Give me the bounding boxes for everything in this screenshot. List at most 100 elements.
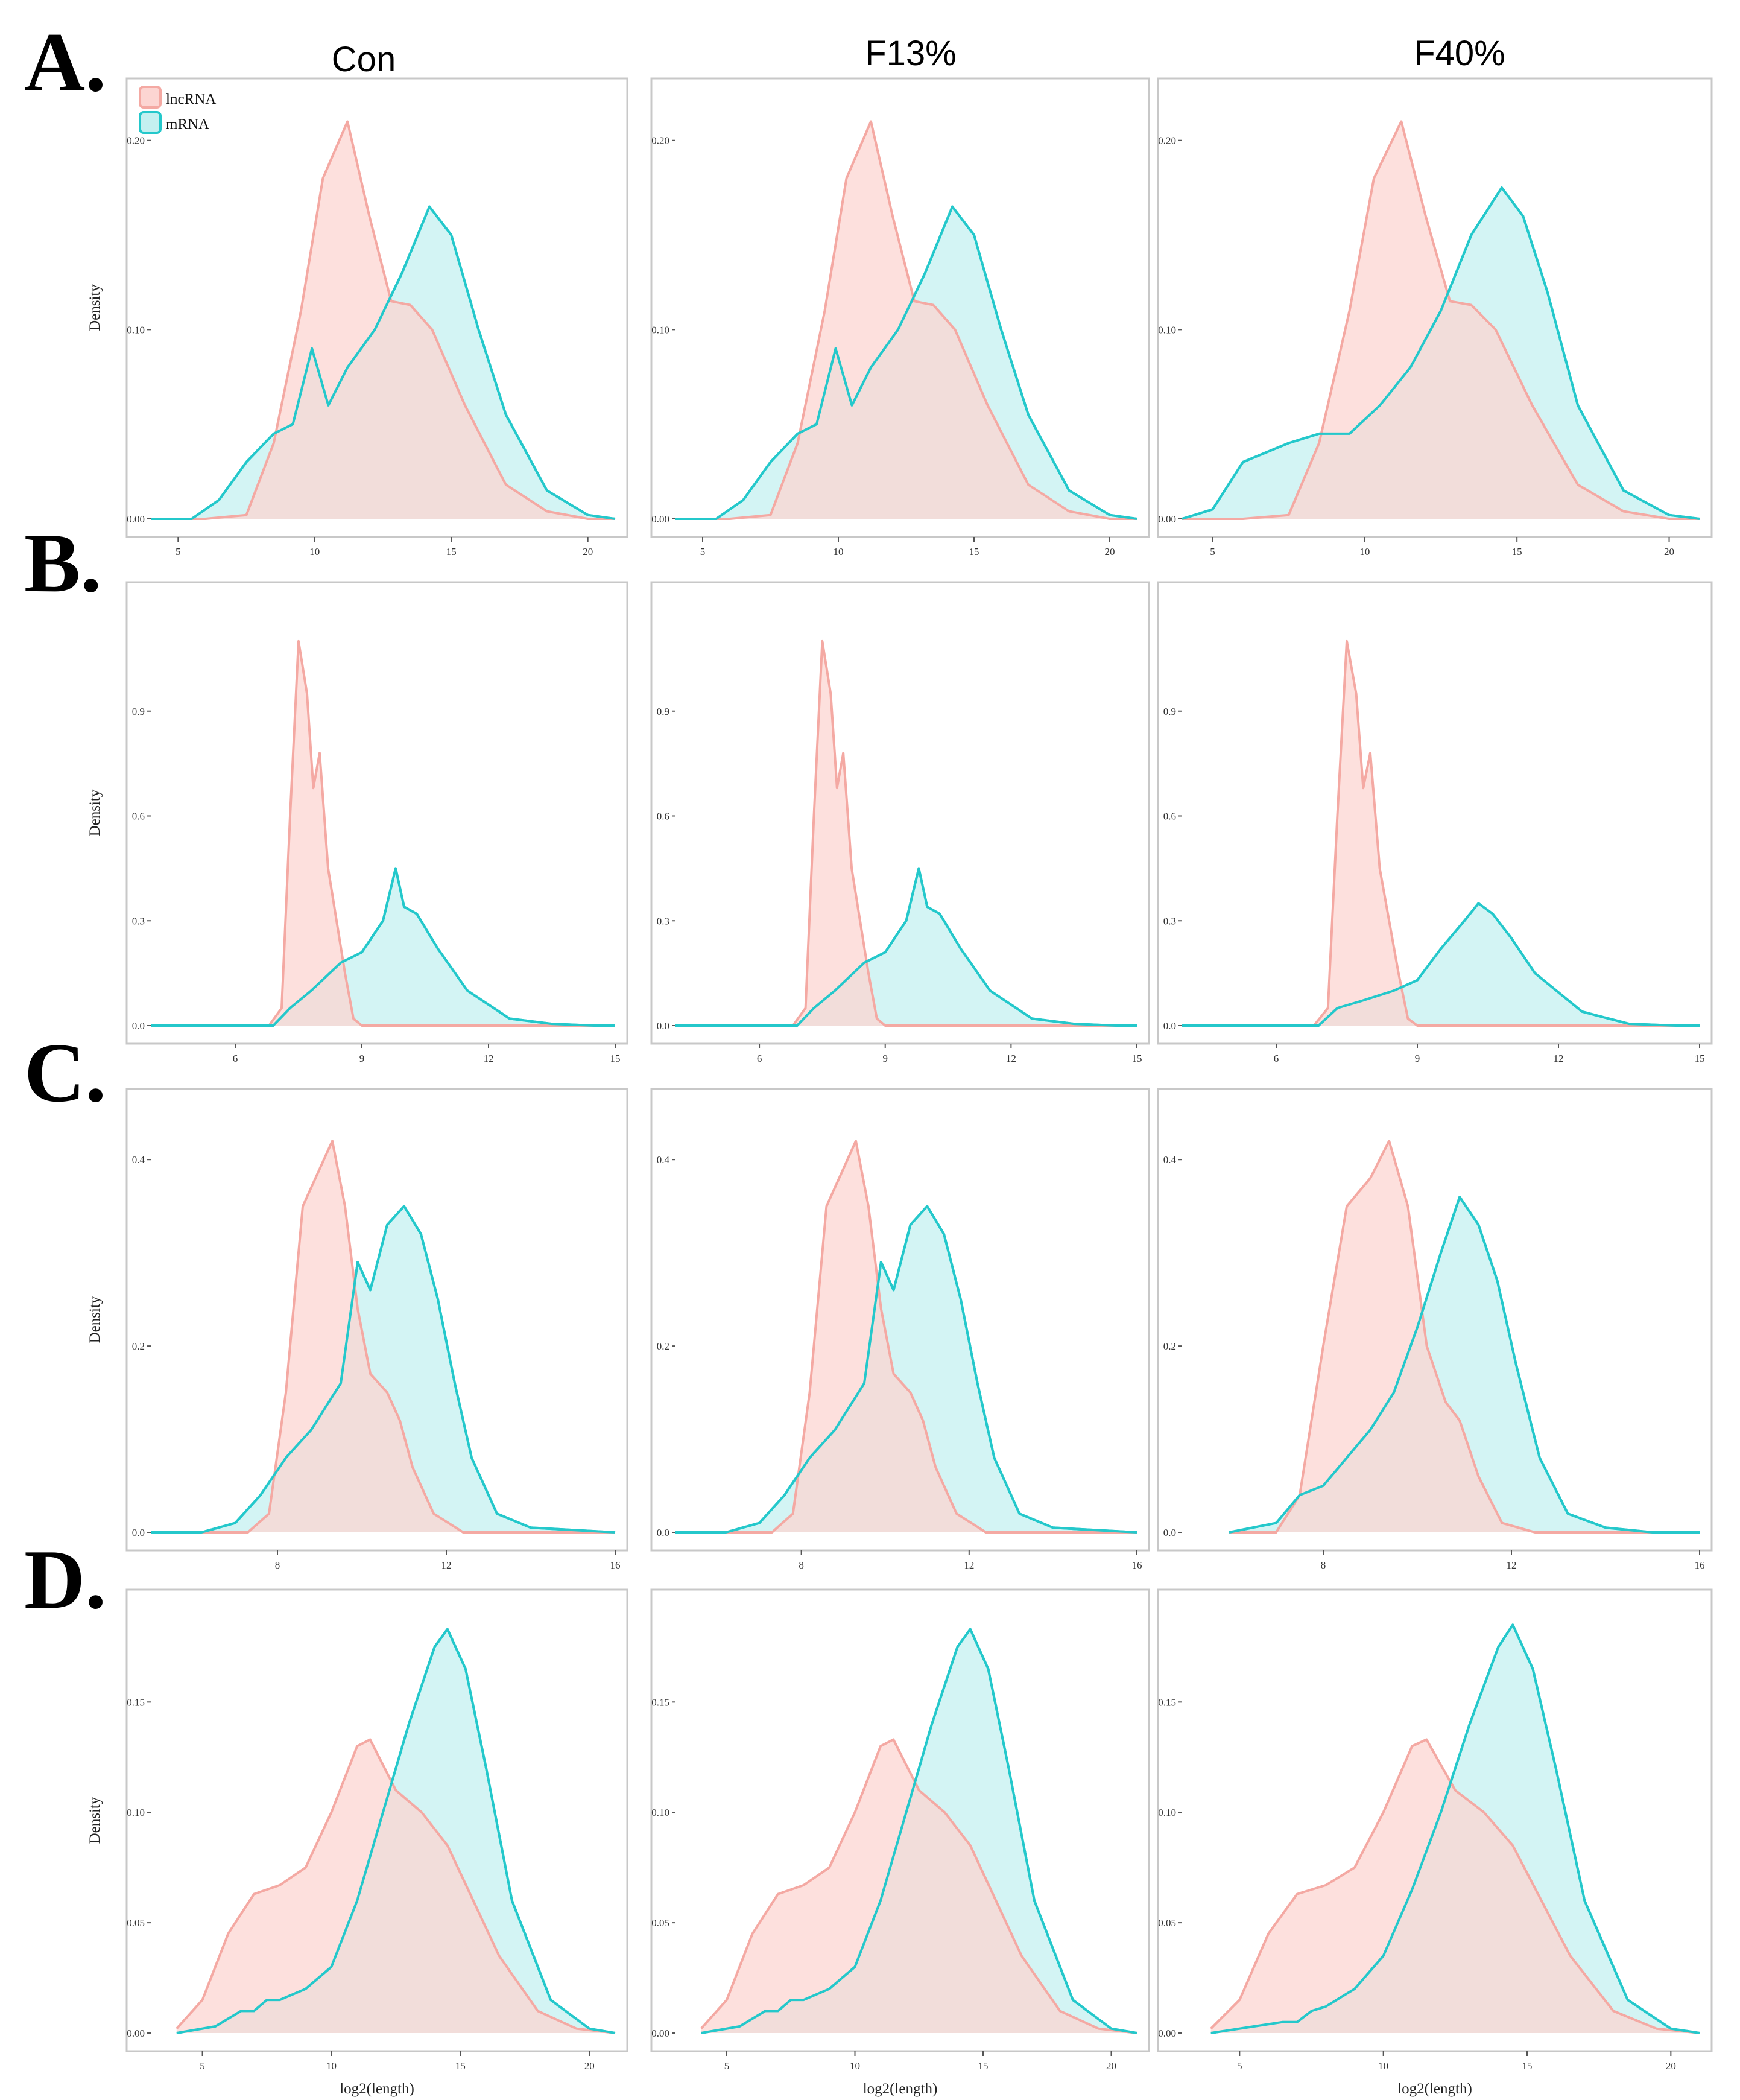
x-tick-label: 12 (484, 1053, 494, 1064)
lncrna-density-line (1210, 1738, 1700, 2034)
x-tick-label: 15 (446, 546, 457, 557)
y-tick-label: 0.10 (1158, 1807, 1176, 1818)
y-tick-label: 0.10 (651, 1807, 669, 1818)
lncrna-density-line (176, 1738, 616, 2034)
lncrna-density-line (151, 1140, 615, 1534)
x-tick-label: 10 (309, 546, 320, 557)
y-tick-label: 0.9 (132, 706, 145, 717)
y-tick-label: 0.0 (657, 1020, 669, 1032)
mrna-density-line-top (675, 205, 1137, 520)
panel-c-f40: 0.0 0.2 0.4 8 12 16 (1157, 1088, 1713, 1571)
panel-frame (125, 1588, 628, 2052)
x-tick-label: 15 (978, 2060, 989, 2072)
x-tick-label: 6 (233, 1053, 238, 1064)
panel-frame (650, 1588, 1150, 2052)
lncrna-density-area (151, 1141, 615, 1532)
y-tick-label: 0.10 (651, 324, 669, 335)
row-label-a: A. (24, 16, 106, 109)
x-tick-label: 12 (964, 1559, 974, 1571)
x-axis-label: log2(length) (1397, 2081, 1472, 2097)
x-axis-label: log2(length) (863, 2081, 938, 2097)
lncrna-density-line (1229, 1140, 1700, 1534)
y-tick-label: 0.4 (657, 1154, 670, 1166)
x-tick-label: 20 (1666, 2060, 1676, 2072)
column-title-con: Con (332, 40, 396, 79)
x-tick-label: 12 (441, 1559, 452, 1571)
mrna-density-line-top (1229, 1196, 1700, 1534)
x-tick-label: 9 (882, 1053, 888, 1064)
y-tick-label: 0.0 (1163, 1020, 1176, 1032)
y-tick-label: 0.20 (651, 135, 669, 147)
panel-d-f40: 0.00 0.05 0.10 0.15 5 10 15 20 log2(length) (1157, 1588, 1713, 2097)
panel-b-f40: 0.0 0.3 0.6 0.9 6 9 12 15 (1157, 581, 1713, 1064)
x-tick-label: 15 (969, 546, 979, 557)
mrna-density-line-top (1210, 1623, 1700, 2034)
y-axis-label: Density (87, 1797, 103, 1844)
lncrna-density-line (675, 120, 1137, 520)
y-tick-label: 0.0 (132, 1527, 145, 1538)
y-tick-label: 0.0 (1163, 1527, 1176, 1538)
x-tick-label: 6 (1274, 1053, 1279, 1064)
mrna-density-line-top (675, 867, 1137, 1027)
x-tick-label: 15 (1132, 1053, 1142, 1064)
x-tick-label: 10 (326, 2060, 337, 2072)
lncrna-density-line (151, 120, 615, 520)
x-tick-label: 20 (1664, 546, 1674, 557)
lncrna-density-area (1229, 1141, 1700, 1532)
column-title-f40: F40% (1414, 34, 1505, 73)
x-tick-label: 12 (1006, 1053, 1016, 1064)
row-label-b: B. (24, 516, 101, 610)
y-tick-label: 0.20 (127, 135, 145, 147)
lncrna-density-area (151, 121, 615, 519)
x-tick-label: 15 (455, 2060, 466, 2072)
panel-c-con: 0.0 0.2 0.4 8 12 16 Density (87, 1088, 628, 1571)
column-title-f13: F13% (865, 34, 957, 73)
x-tick-label: 12 (1554, 1053, 1564, 1064)
mrna-density-line-top (1182, 186, 1700, 520)
y-tick-label: 0.15 (127, 1696, 145, 1708)
y-tick-label: 0.00 (1158, 513, 1176, 525)
y-tick-label: 0.2 (657, 1340, 669, 1352)
x-tick-label: 16 (610, 1559, 621, 1571)
lncrna-density-line (1182, 639, 1700, 1027)
mrna-density-area (151, 868, 615, 1026)
x-tick-label: 20 (1105, 546, 1115, 557)
y-tick-label: 0.20 (1158, 135, 1176, 147)
x-tick-label: 8 (1321, 1559, 1326, 1571)
mrna-density-area (1182, 903, 1700, 1026)
y-tick-label: 0.00 (651, 2028, 669, 2039)
lncrna-density-area (675, 121, 1137, 519)
y-tick-label: 0.05 (127, 1917, 145, 1929)
panel-frame (125, 77, 628, 538)
x-tick-label: 9 (359, 1053, 365, 1064)
x-tick-label: 16 (1132, 1559, 1142, 1571)
y-tick-label: 0.6 (1163, 811, 1176, 822)
y-tick-label: 0.9 (1163, 706, 1176, 717)
mrna-density-area (151, 1206, 615, 1532)
panel-frame (1157, 1088, 1713, 1552)
y-tick-label: 0.00 (127, 2028, 145, 2039)
y-tick-label: 0.15 (1158, 1696, 1176, 1708)
x-tick-label: 6 (757, 1053, 762, 1064)
x-axis-label: log2(length) (340, 2081, 414, 2097)
mrna-density-area (675, 868, 1137, 1026)
mrna-density-area (1229, 1197, 1700, 1532)
x-tick-label: 5 (724, 2060, 730, 2072)
y-tick-label: 0.0 (657, 1527, 669, 1538)
mrna-density-line-top (151, 1205, 616, 1534)
x-tick-label: 15 (1695, 1053, 1705, 1064)
y-tick-label: 0.6 (657, 811, 669, 822)
y-tick-label: 0.00 (127, 513, 145, 525)
panel-frame (1157, 1588, 1713, 2052)
x-tick-label: 5 (200, 2060, 205, 2072)
y-tick-label: 0.00 (651, 513, 669, 525)
x-tick-label: 15 (610, 1053, 621, 1064)
y-tick-label: 0.3 (657, 915, 669, 927)
legend-label-mrna: mRNA (166, 116, 209, 133)
x-tick-label: 12 (1507, 1559, 1517, 1571)
x-tick-label: 5 (1237, 2060, 1242, 2072)
panel-a-f40: 0.00 0.10 0.20 5 10 15 20 (1157, 77, 1713, 557)
mrna-density-line-top (701, 1628, 1137, 2034)
lncrna-density-line (151, 639, 615, 1027)
y-tick-label: 0.05 (651, 1917, 669, 1929)
